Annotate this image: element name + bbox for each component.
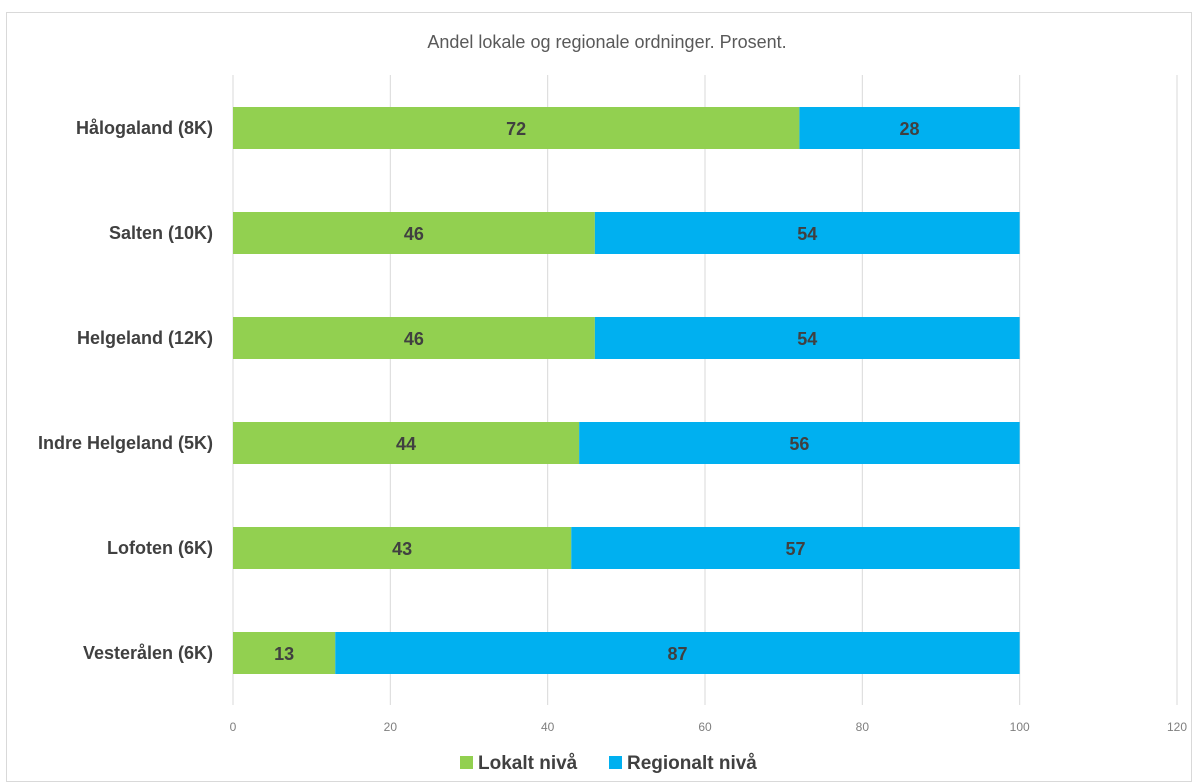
category-label: Salten (10K) bbox=[109, 223, 213, 243]
bar-segment bbox=[799, 107, 1020, 149]
x-tick-label: 120 bbox=[1167, 720, 1187, 734]
legend: Lokalt nivå Regionalt nivå bbox=[460, 753, 757, 774]
data-label: 54 bbox=[797, 224, 817, 244]
data-label: 46 bbox=[404, 224, 424, 244]
bar-segment bbox=[594, 212, 1020, 254]
bar-segment bbox=[571, 527, 1020, 569]
legend-swatch bbox=[609, 756, 622, 769]
data-label: 44 bbox=[396, 434, 416, 454]
legend-swatch bbox=[460, 756, 473, 769]
bar-segment bbox=[233, 422, 580, 464]
x-tick-label: 0 bbox=[230, 720, 237, 734]
bar-segment bbox=[233, 107, 800, 149]
x-tick-label: 20 bbox=[384, 720, 398, 734]
category-label: Lofoten (6K) bbox=[107, 538, 213, 558]
bar-segment bbox=[233, 632, 336, 674]
bars bbox=[233, 107, 1020, 674]
data-label: 57 bbox=[785, 539, 805, 559]
data-label: 13 bbox=[274, 644, 294, 664]
legend-label: Lokalt nivå bbox=[478, 753, 578, 774]
bar-segment bbox=[579, 422, 1020, 464]
x-tick-label: 80 bbox=[856, 720, 870, 734]
bar-segment bbox=[233, 527, 572, 569]
chart-title: Andel lokale og regionale ordninger. Pro… bbox=[427, 32, 786, 52]
x-tick-label: 100 bbox=[1010, 720, 1030, 734]
category-label: Indre Helgeland (5K) bbox=[38, 433, 213, 453]
data-label: 72 bbox=[506, 119, 526, 139]
x-tick-label: 60 bbox=[698, 720, 712, 734]
data-label: 87 bbox=[667, 644, 687, 664]
data-label: 54 bbox=[797, 329, 817, 349]
bar-segment bbox=[233, 317, 595, 359]
category-label: Vesterålen (6K) bbox=[83, 643, 213, 663]
labels: 0 20 40 60 80 100 120 Hålogaland (8K) 72 28 Salten… bbox=[38, 118, 1187, 734]
legend-label: Regionalt nivå bbox=[627, 753, 757, 774]
bar-segment bbox=[594, 317, 1020, 359]
x-tick-label: 40 bbox=[541, 720, 555, 734]
category-label: Helgeland (12K) bbox=[77, 328, 213, 348]
data-label: 43 bbox=[392, 539, 412, 559]
data-label: 28 bbox=[900, 119, 920, 139]
bar-segment bbox=[335, 632, 1020, 674]
data-label: 56 bbox=[789, 434, 809, 454]
category-label: Hålogaland (8K) bbox=[76, 118, 213, 138]
data-label: 46 bbox=[404, 329, 424, 349]
gridlines bbox=[232, 75, 1178, 705]
bar-segment bbox=[233, 212, 595, 254]
